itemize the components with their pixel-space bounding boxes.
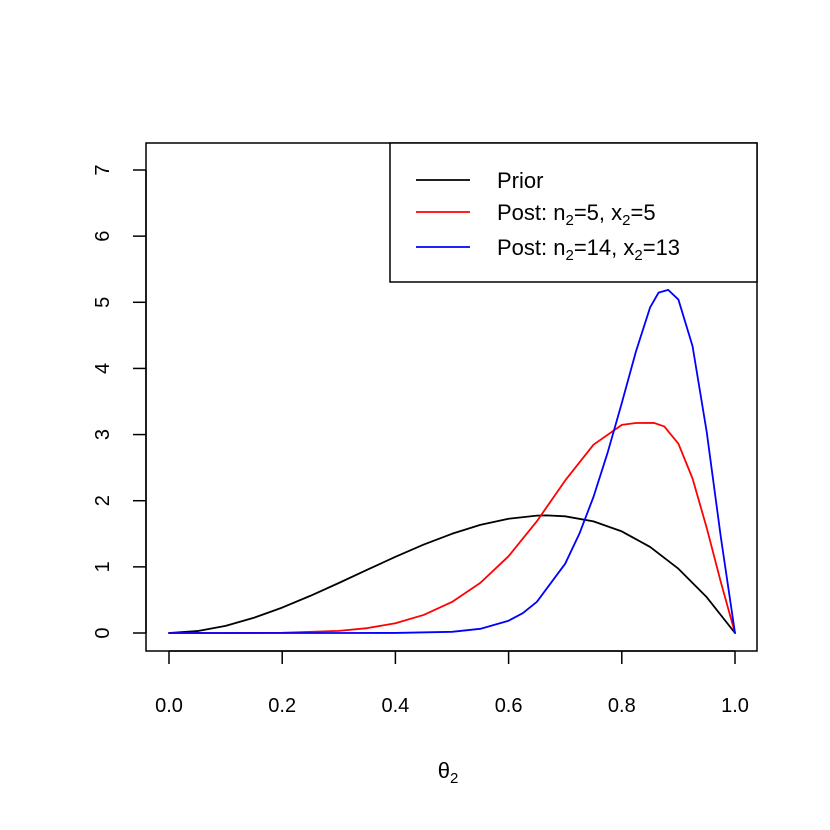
series-line-post1: [168, 422, 736, 634]
x-tick-label: 0.6: [495, 695, 523, 717]
y-tick-label: 1: [92, 561, 114, 572]
series-line-prior: [168, 514, 736, 634]
x-axis: 0.0 0.2 0.4 0.6 0.8 1.0: [155, 650, 749, 717]
x-tick-label: 0.4: [381, 695, 409, 717]
x-tick-label: 1.0: [721, 695, 749, 717]
x-axis-title-subscript: 2: [450, 770, 458, 787]
y-tick-label: 6: [92, 231, 114, 242]
legend: Prior Post: n2=5, x2=5 Post: n2=14, x2=13: [389, 142, 758, 283]
y-tick-label: 2: [92, 495, 114, 506]
x-tick-label: 0.8: [608, 695, 636, 717]
y-axis: 0 1 2 3 4 5 6 7: [92, 164, 147, 639]
series-layer: [168, 288, 736, 634]
legend-label-prior: Prior: [497, 168, 543, 193]
x-tick-label: 0.0: [155, 695, 183, 717]
series-line-post2: [168, 288, 736, 634]
y-tick-label: 7: [92, 164, 114, 175]
y-tick-label: 4: [92, 363, 114, 374]
x-tick-label: 0.2: [268, 695, 296, 717]
legend-label-post1: Post: n2=5, x2=5: [497, 200, 656, 229]
y-tick-label: 3: [92, 429, 114, 440]
y-tick-label: 5: [92, 297, 114, 308]
x-axis-title: θ2: [438, 758, 459, 787]
x-axis-title-main: θ: [438, 758, 450, 783]
y-tick-label: 0: [92, 627, 114, 638]
legend-label-post2: Post: n2=14, x2=13: [497, 235, 680, 264]
